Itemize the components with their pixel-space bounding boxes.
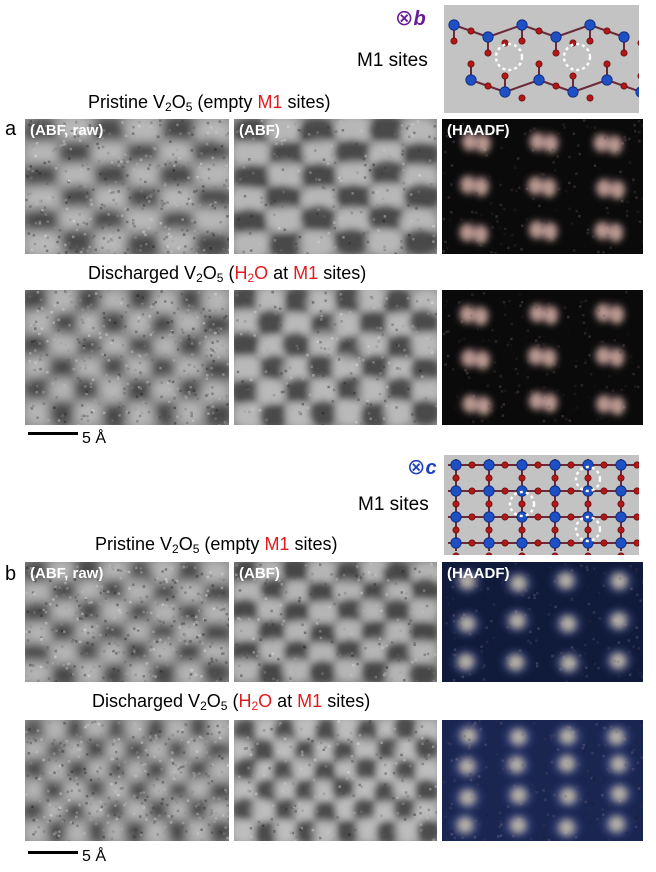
pristine-caption-a: Pristine V2O5 (empty M1 sites) xyxy=(88,92,331,114)
image-tag: (HAADF) xyxy=(447,122,510,139)
image-tag: (ABF) xyxy=(239,565,280,582)
scale-label-b: 5 Å xyxy=(82,848,107,865)
image-b-discharged-haadf xyxy=(442,720,643,841)
scale-bar-b xyxy=(28,851,78,854)
image-tag: (HAADF) xyxy=(447,565,510,582)
image-a-discharged-haadf xyxy=(442,290,643,425)
panel-letter-b: b xyxy=(5,563,17,585)
image-a-pristine-abf-raw: (ABF, raw) xyxy=(25,119,229,254)
panel-letter-a: a xyxy=(5,118,17,140)
image-b-pristine-haadf: (HAADF) xyxy=(442,562,643,682)
image-b-discharged-abf-raw xyxy=(25,720,229,841)
m1-sites-label-a: M1 sites xyxy=(357,50,428,71)
view-direction-icon: ⊗ xyxy=(395,5,414,30)
image-a-discharged-abf-raw xyxy=(25,290,229,425)
image-a-pristine-abf: (ABF) xyxy=(234,119,437,254)
image-tag: (ABF) xyxy=(239,122,280,139)
axis-b-label: ⊗b xyxy=(395,5,426,30)
image-tag: (ABF, raw) xyxy=(30,565,104,582)
discharged-caption-a: Discharged V2O5 (H2O at M1 sites) xyxy=(88,263,367,285)
view-direction-icon: ⊗ xyxy=(407,454,426,479)
crystal-structure-b xyxy=(444,5,656,113)
crystal-structure-c xyxy=(444,455,641,560)
scale-bar-a xyxy=(28,432,78,435)
image-b-pristine-abf-raw: (ABF, raw) xyxy=(25,562,229,682)
image-b-pristine-abf: (ABF) xyxy=(234,562,437,682)
axis-c-label: ⊗c xyxy=(407,454,437,479)
image-a-pristine-haadf: (HAADF) xyxy=(442,119,643,254)
image-tag: (ABF, raw) xyxy=(30,122,104,139)
scale-label-a: 5 Å xyxy=(82,430,107,447)
m1-sites-label-b: M1 sites xyxy=(358,494,429,515)
image-b-discharged-abf xyxy=(234,720,437,841)
pristine-caption-b: Pristine V2O5 (empty M1 sites) xyxy=(95,534,338,556)
image-a-discharged-abf xyxy=(234,290,437,425)
discharged-caption-b: Discharged V2O5 (H2O at M1 sites) xyxy=(92,691,371,713)
